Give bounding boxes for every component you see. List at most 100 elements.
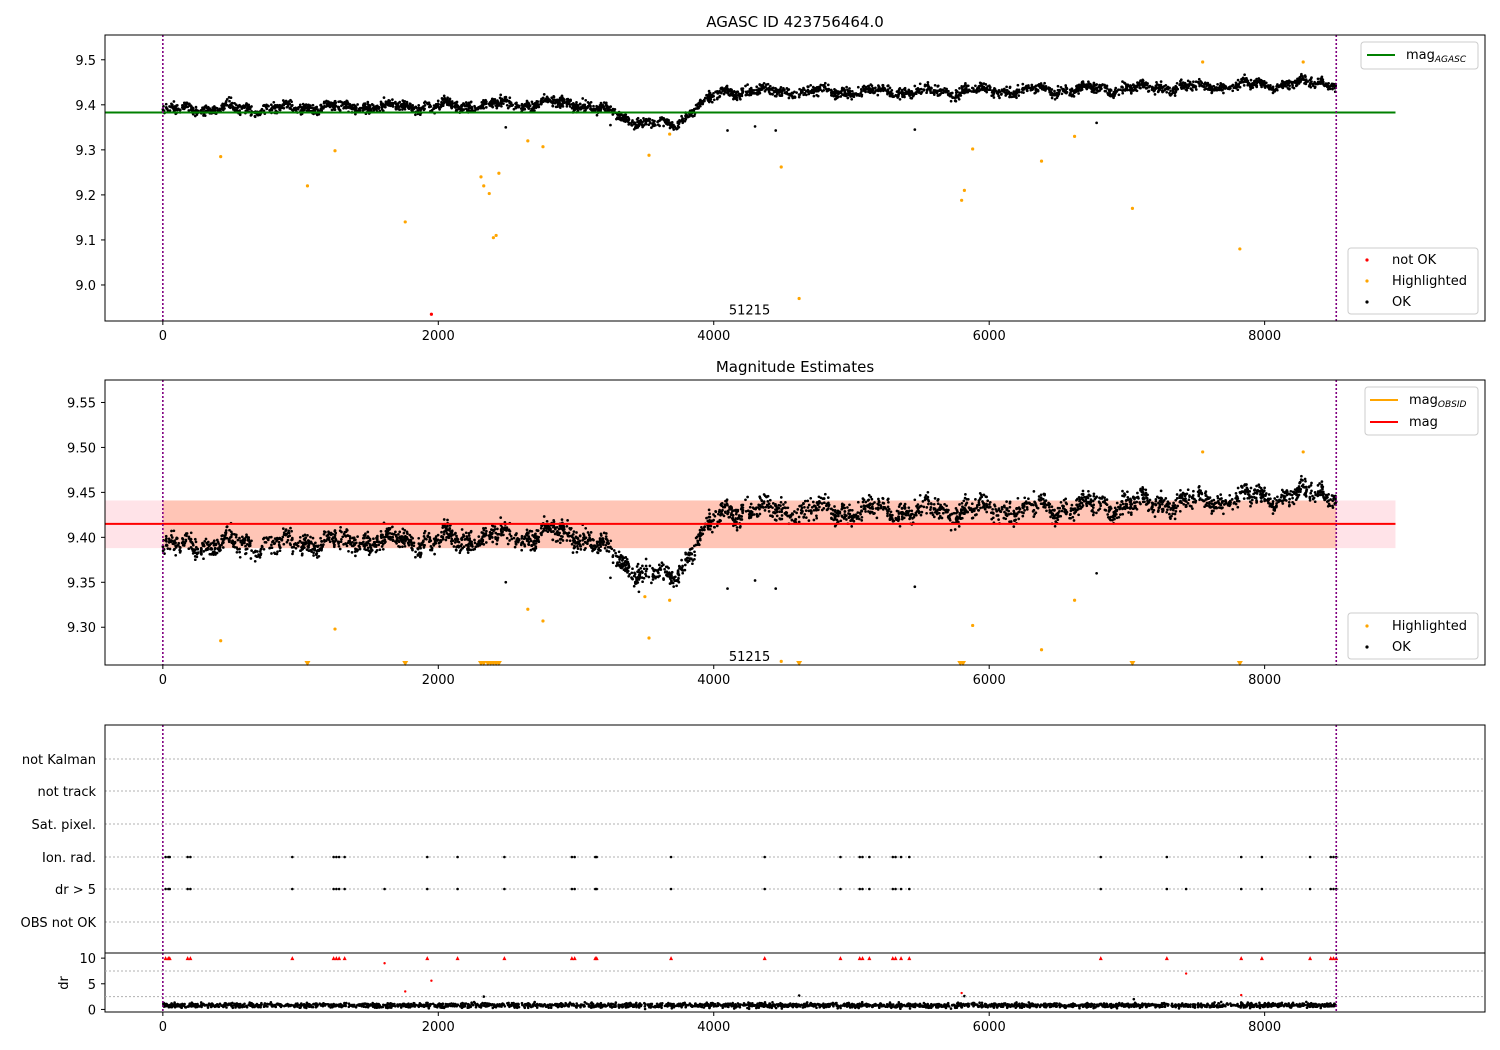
data-point-ok (1248, 85, 1252, 89)
data-point-ok (534, 541, 538, 545)
data-point-ok (204, 537, 208, 541)
data-point-ok (1174, 88, 1178, 92)
data-point-ok (1033, 91, 1037, 95)
data-point-ok (602, 101, 606, 104)
data-point-ok (565, 105, 569, 108)
data-point-ok (846, 506, 849, 509)
data-point-ok (630, 123, 633, 127)
data-point-ok (307, 106, 310, 110)
data-point-ok (377, 543, 381, 547)
data-point-ok (595, 105, 599, 109)
data-point-ok (1254, 496, 1258, 500)
data-point-ok (375, 104, 379, 108)
data-point-ok (398, 530, 402, 534)
data-point-ok (484, 106, 488, 109)
data-point-ok (970, 502, 974, 506)
data-point-ok (405, 100, 409, 104)
obsid-label: 51215 (729, 304, 770, 319)
data-point-ok (1300, 77, 1304, 81)
data-point-ok (350, 551, 354, 554)
data-point-ok (964, 87, 967, 91)
data-point-ok (427, 101, 431, 105)
data-point-ok (910, 96, 914, 100)
data-point-ok (1166, 508, 1169, 512)
data-point-ok (1025, 86, 1029, 90)
data-point-ok (1097, 500, 1101, 504)
data-point-ok (560, 518, 564, 521)
data-point-ok (765, 83, 768, 86)
data-point-ok (1198, 84, 1201, 88)
data-point-highlighted (479, 175, 483, 179)
data-point-ok (354, 106, 358, 109)
data-point-ok (444, 100, 448, 104)
data-point-ok (1187, 498, 1191, 502)
data-point-ok (1106, 92, 1110, 95)
data-point-ok (658, 118, 662, 122)
data-point-ok (735, 528, 739, 532)
data-point-ok (377, 107, 381, 110)
data-point-ok (835, 94, 839, 98)
data-point-ok (800, 88, 804, 92)
data-point-ok (1035, 88, 1039, 92)
data-point-ok (932, 93, 936, 96)
data-point-ok (860, 509, 863, 513)
data-point-ok (1159, 83, 1163, 87)
data-point-ok (707, 96, 711, 100)
data-point-ok (1153, 93, 1157, 96)
data-point-ok (544, 100, 548, 103)
data-point-highlighted (647, 153, 651, 157)
data-point-not-ok (429, 312, 434, 316)
data-point-ok (423, 100, 427, 104)
data-point-ok (1000, 89, 1004, 93)
data-point-ok (1064, 497, 1068, 501)
data-point-ok (953, 99, 957, 103)
data-point-ok (676, 124, 680, 128)
data-point-ok (589, 100, 593, 104)
data-point-ok (781, 88, 785, 92)
data-point-ok (730, 88, 733, 92)
data-point-ok (886, 84, 890, 87)
data-point-ok (1314, 82, 1317, 85)
data-point-ok (181, 104, 185, 108)
data-point-ok (746, 83, 749, 86)
data-point-ok (1123, 88, 1126, 92)
data-point-ok (707, 89, 711, 93)
data-point-ok (779, 496, 783, 499)
data-point-ok (1141, 82, 1145, 85)
data-point-ok (983, 88, 986, 91)
data-point-ok (485, 100, 488, 104)
data-point-ok (166, 109, 170, 112)
data-point-ok (1255, 81, 1259, 84)
data-point-ok (1032, 87, 1035, 90)
data-point-ok (1173, 91, 1177, 95)
data-point-ok (1255, 84, 1258, 88)
data-point-ok (576, 547, 580, 550)
data-point-ok (1008, 505, 1012, 509)
data-point-ok (1060, 509, 1064, 513)
data-point-ok (1194, 88, 1198, 91)
data-point-ok (515, 101, 518, 105)
data-point-ok (583, 104, 586, 107)
data-point-ok (508, 105, 511, 108)
data-point-ok (311, 536, 315, 540)
data-point-highlighted (960, 198, 964, 202)
data-point-highlighted (491, 236, 495, 240)
data-point-ok (604, 543, 608, 547)
data-point-ok (491, 101, 494, 105)
data-point-ok (859, 88, 863, 91)
data-point-ok (1037, 84, 1041, 88)
y-tick-label: 9.5 (75, 54, 96, 69)
data-point-ok (749, 86, 753, 90)
data-point-ok (604, 107, 608, 111)
data-point-ok (898, 87, 902, 90)
data-point-ok (224, 100, 228, 103)
data-point-ok (843, 92, 847, 95)
data-point-ok (886, 505, 890, 509)
data-point-ok (835, 91, 839, 94)
data-point-ok (473, 538, 476, 542)
data-point-ok (575, 531, 578, 534)
data-point-ok (449, 105, 453, 109)
data-point-ok (289, 98, 292, 102)
data-point-ok (870, 88, 874, 91)
data-point-ok (412, 544, 416, 548)
